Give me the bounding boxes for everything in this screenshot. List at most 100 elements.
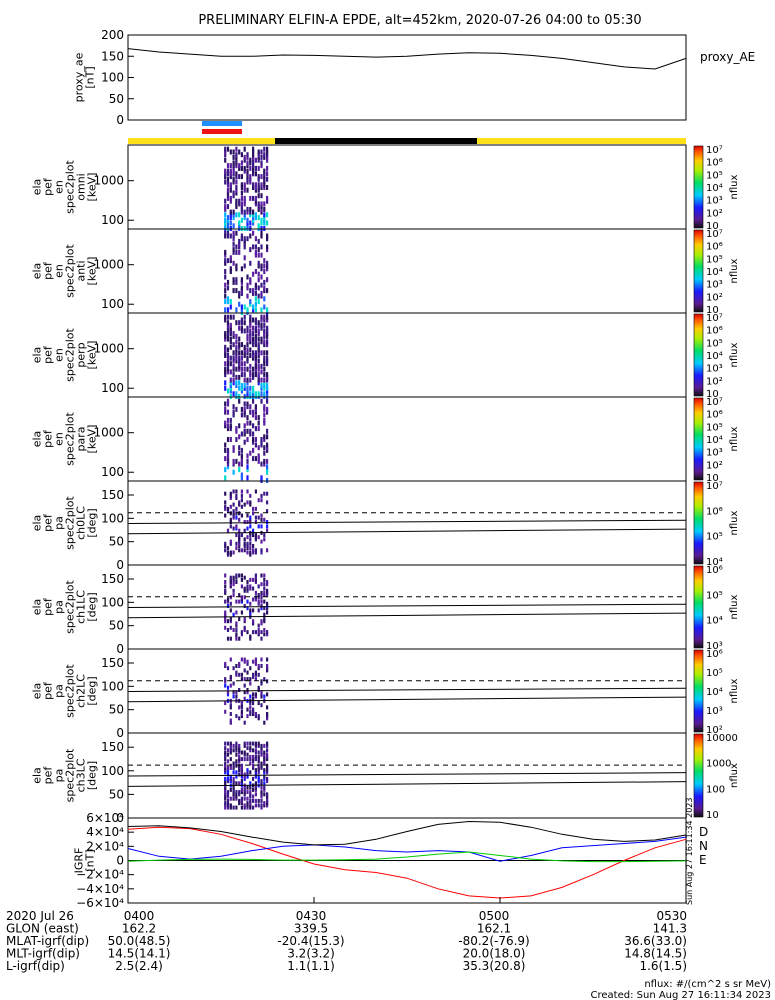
heatmap-cell-ch0LC [226,528,230,533]
colorbar-tick-ch3LC: 1000 [706,759,731,770]
heatmap-cell-perp [252,331,255,337]
heatmap-cell-ch2LC [263,720,266,725]
heatmap-cell-para [252,423,255,429]
heatmap-cell-ch3LC [260,798,263,803]
heatmap-cell-ch0LC [252,506,255,511]
heatmap-cell-omni [263,168,266,174]
heatmap-cell-perp [235,333,238,339]
heatmap-cell-ch1LC [240,610,243,615]
orbit-cell: 35.3(20.8) [463,959,526,973]
heatmap-cell-para [249,409,252,415]
heatmap-cell-ch1LC [266,580,269,584]
orbit-cell: 14.8(14.5) [624,947,687,961]
heatmap-cell-perp [229,325,232,331]
orbit-cell: 141.3 [653,922,687,936]
heatmap-cell-ch3LC [243,741,246,746]
heatmap-cell-para [257,456,260,462]
heatmap-cell-omni [263,206,266,212]
heatmap-cell-ch3LC [224,781,227,786]
heatmap-cell-para [224,409,227,415]
heatmap-cell-ch2LC [263,694,266,699]
chart-title: PRELIMINARY ELFIN-A EPDE, alt=452km, 202… [198,13,641,28]
heatmap-cell-omni [257,182,260,188]
heatmap-cell-perp [238,325,241,331]
heatmap-cell-para [243,401,246,407]
heatmap-cell-omni [263,215,266,221]
ytick-label-igrf: 2×10⁴ [86,839,124,853]
heatmap-cell-ch3LC [240,798,243,803]
heatmap-cell-ch3LC [235,752,238,757]
heatmap-cell-ch0LC [235,506,238,511]
heatmap-cell-omni [229,220,232,226]
heatmap-cell-ch0LC [254,537,257,542]
heatmap-cell-ch3LC [224,754,227,759]
heatmap-cell-perp [257,391,260,397]
heatmap-cell-ch0LC [232,513,235,518]
heatmap-cell-ch1LC [257,595,260,600]
heatmap-cell-ch3LC [235,759,238,764]
heatmap-cell-perp [235,374,238,380]
heatmap-cell-ch3LC [235,746,238,751]
heatmap-cell-perp [229,380,232,386]
heatmap-cell-ch0LC [235,489,238,494]
ylabel-ch1LC: ela [31,599,44,616]
heatmap-cell-ch2LC [254,712,257,716]
heatmap-cell-ch2LC [254,692,257,697]
heatmap-cell-omni [229,149,232,155]
colorbar-tick-ch2LC: 10⁴ [706,687,723,698]
heatmap-cell-perp [252,353,255,358]
heatmap-cell-ch1LC [235,610,238,615]
heatmap-cell-ch0LC [232,489,235,494]
heatmap-cell-omni [226,223,230,229]
heatmap-cell-omni [224,206,227,212]
heatmap-cell-para [226,417,230,423]
heatmap-cell-para [246,437,249,442]
heatmap-cell-ch3LC [263,768,266,773]
heatmap-cell-ch1LC [249,612,252,617]
heatmap-cell-ch3LC [249,792,252,797]
heatmap-cell-omni [224,171,227,177]
heatmap-cell-anti [254,244,257,250]
heatmap-cell-ch2LC [260,679,263,684]
heatmap-cell-ch1LC [266,590,269,595]
heatmap-cell-ch0LC [238,533,241,538]
heatmap-cell-ch3LC [263,770,266,775]
colorbar-tick-perp: 10⁷ [706,313,723,324]
heatmap-cell-para [254,415,257,421]
panel-ch2LC: 050100150elapefpaspec2plotch2LC[deg]10²1… [31,648,740,740]
colorbar-para [693,397,704,481]
heatmap-cell-perp [266,350,269,356]
heatmap-cell-perp [246,388,249,394]
colorbar-ch1LC [693,565,704,649]
heatmap-cell-ch3LC [235,743,238,748]
heatmap-cell-para [266,464,269,470]
heatmap-cell-ch0LC [252,550,255,555]
heatmap-cell-omni [257,154,260,160]
heatmap-cell-para [238,434,241,440]
heatmap-cell-anti [254,269,257,274]
heatmap-cell-para [240,453,243,459]
igrf-series-total [127,820,687,846]
heatmap-cell-anti [224,269,227,274]
heatmap-cell-para [249,431,252,437]
heatmap-cell-ch0LC [235,515,238,520]
heatmap-cell-ch1LC [260,604,263,608]
heatmap-cell-ch2LC [246,677,249,682]
heatmap-cell-ch3LC [243,785,246,790]
heatmap-cell-ch3LC [249,748,252,753]
ytick-label-perp: 100 [101,381,124,395]
heatmap-cell-ch2LC [254,694,257,699]
heatmap-cell-para [226,409,230,415]
heatmap-cell-omni [240,217,243,223]
orbit-cell: 50.0(48.5) [108,934,171,948]
heatmap-cell-omni [232,163,235,169]
heatmap-cell-ch2LC [224,661,227,666]
science-zone-bar-blue [202,121,242,126]
heatmap-cell-perp [238,342,241,348]
heatmap-cell-ch1LC [229,625,232,630]
heatmap-cell-para [260,398,263,404]
heatmap-cell-perp [254,355,257,361]
heatmap-cell-ch3LC [243,750,246,755]
heatmap-cell-perp [249,331,252,337]
heatmap-cell-perp [243,366,246,372]
